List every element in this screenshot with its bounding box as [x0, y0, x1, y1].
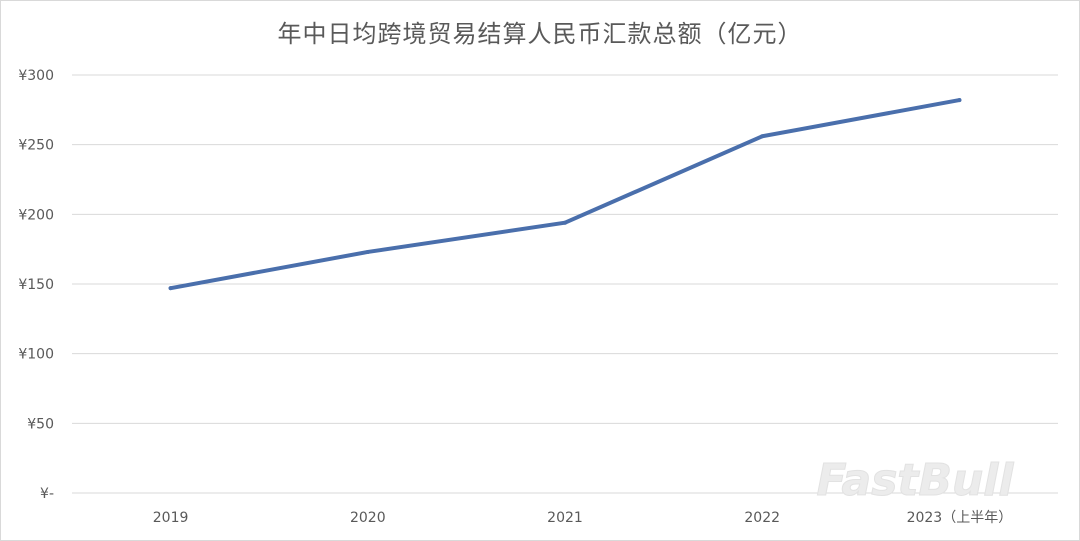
y-tick-label: ¥100 — [18, 347, 54, 363]
y-tick-label: ¥300 — [18, 68, 54, 84]
gridlines — [72, 74, 1058, 494]
x-tick-label: 2020 — [350, 510, 386, 526]
x-tick-label: 2019 — [153, 510, 189, 526]
x-tick-label: 2022 — [744, 510, 780, 526]
data-point-2020 — [365, 249, 370, 254]
y-tick-label: ¥- — [40, 486, 54, 502]
chart-title: 年中日均跨境贸易结算人民币汇款总额（亿元） — [277, 20, 803, 48]
x-axis-ticks: 2019 2020 2021 2022 2023（上半年） — [153, 510, 1012, 526]
data-point-2021 — [563, 220, 567, 225]
y-axis-ticks: ¥- ¥50 ¥100 ¥150 ¥200 ¥250 ¥300 — [18, 68, 54, 502]
y-tick-label: ¥50 — [27, 416, 54, 432]
y-tick-label: ¥150 — [18, 277, 54, 293]
series-line-0 — [168, 98, 962, 291]
series-layer — [168, 98, 962, 291]
y-tick-label: ¥200 — [18, 207, 54, 223]
watermark-logo: FastBull — [817, 455, 1015, 506]
x-tick-label: 2023（上半年） — [907, 510, 1013, 526]
data-point-2023（上半年） — [957, 98, 962, 103]
x-tick-label: 2021 — [547, 510, 583, 526]
data-point-2022 — [760, 134, 765, 139]
y-tick-label: ¥250 — [18, 138, 54, 154]
data-point-2019 — [168, 286, 173, 291]
